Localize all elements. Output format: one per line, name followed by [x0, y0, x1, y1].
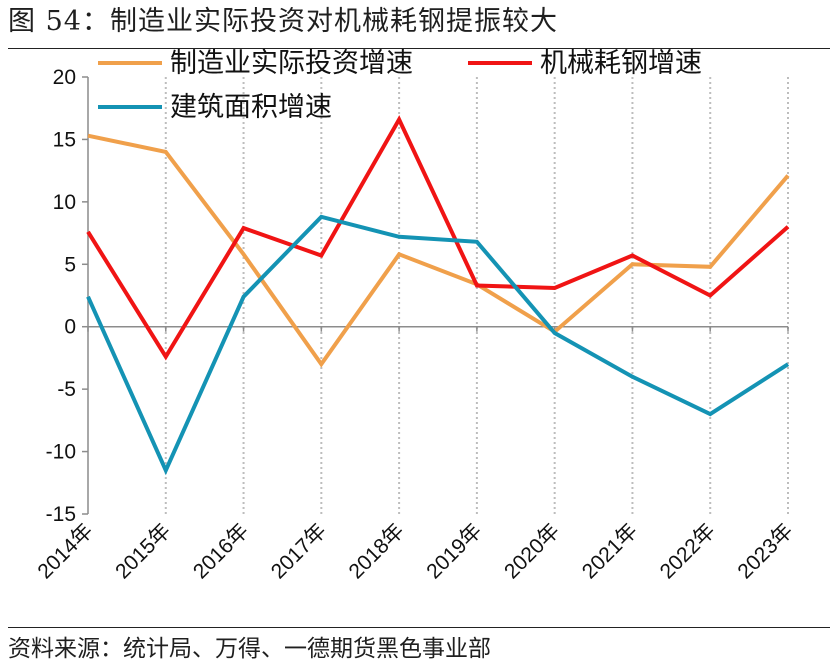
- y-tick-label: -10: [46, 441, 76, 464]
- y-tick-label: -5: [57, 378, 76, 401]
- legend-label: 制造业实际投资增速: [170, 48, 413, 79]
- series-line: [86, 115, 790, 361]
- y-tick-label: -15: [46, 503, 76, 526]
- series-lines: [86, 115, 790, 476]
- y-axis-ticks: 20 15 10 5 0 -5 -10 -15: [46, 66, 76, 526]
- x-tick-label: 2016年: [189, 519, 253, 583]
- x-tick-label: 2022年: [656, 519, 720, 583]
- x-axis-ticks: 2014年 2015年 2016年 2017年 2018年 2019年 2020年 2021年…: [33, 519, 797, 583]
- x-tick-label: 2017年: [267, 519, 331, 583]
- y-tick-label: 5: [64, 253, 76, 276]
- x-tick-label: 2019年: [422, 519, 486, 583]
- legend-label: 机械耗钢增速: [540, 48, 702, 79]
- x-tick-label: 2015年: [111, 519, 175, 583]
- series-line: [86, 214, 790, 476]
- x-tick-label: 2018年: [344, 519, 408, 583]
- legend-label: 建筑面积增速: [170, 92, 332, 123]
- x-tick-label: 2023年: [733, 519, 797, 583]
- y-tick-label: 0: [64, 316, 76, 339]
- figure-source: 资料来源：统计局、万得、一德期货黑色事业部: [8, 636, 491, 662]
- x-tick-label: 2020年: [500, 519, 564, 583]
- top-rule: [8, 48, 830, 49]
- x-tick-label: 2014年: [33, 519, 97, 583]
- gridlines: [164, 77, 789, 514]
- y-tick-label: 15: [53, 128, 76, 151]
- y-tick-label: 10: [53, 191, 76, 214]
- bottom-rule: [8, 627, 830, 628]
- series-line: [87, 133, 790, 368]
- figure-title: 图 54：制造业实际投资对机械耗钢提振较大: [8, 6, 558, 37]
- y-tick-label: 20: [53, 66, 76, 89]
- axes: [82, 76, 789, 515]
- x-tick-label: 2021年: [578, 519, 642, 583]
